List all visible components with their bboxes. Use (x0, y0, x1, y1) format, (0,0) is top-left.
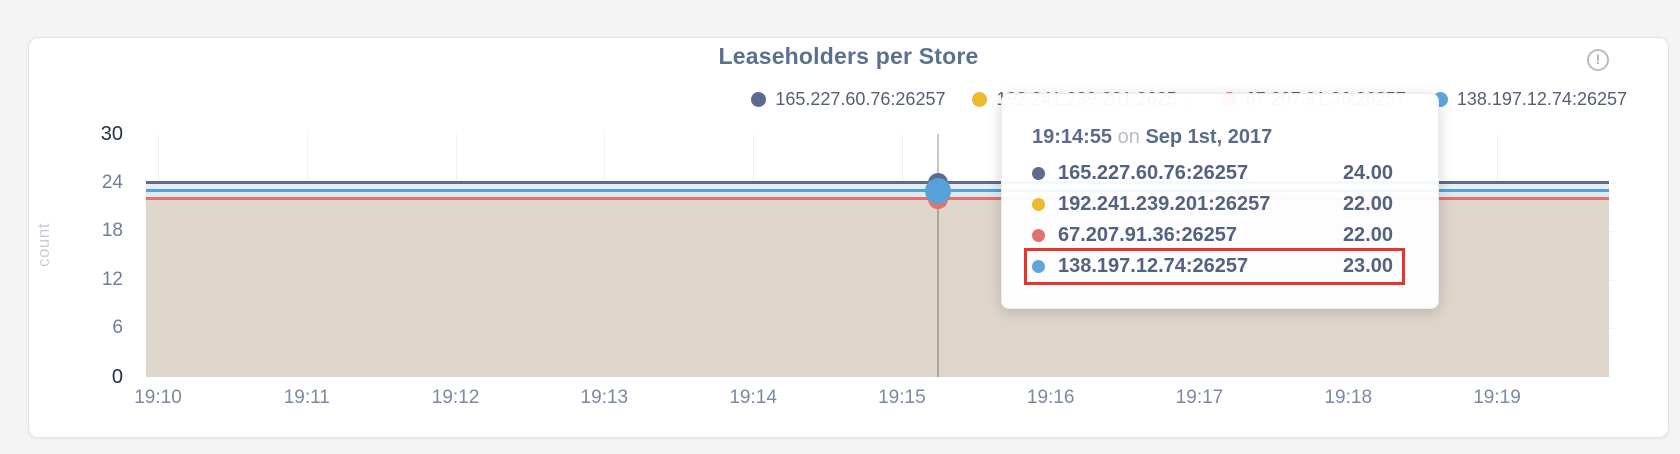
crosshair-line (936, 134, 939, 377)
x-tick-label: 19:17 (1175, 387, 1224, 408)
x-tick-label: 19:14 (729, 387, 777, 408)
legend-label: 165.227.60.76:26257 (775, 88, 946, 109)
tooltip-series-dot-icon (1032, 229, 1045, 242)
series-line (146, 197, 1609, 201)
tooltip-conjunction: on (1117, 126, 1140, 148)
x-tick-label: 19:16 (1026, 387, 1075, 408)
tooltip-series-value: 22.00 (1342, 224, 1393, 246)
x-tick-label: 19:13 (580, 387, 629, 408)
y-tick-label: 12 (101, 268, 123, 290)
tooltip-series-name: 138.197.12.74:26257 (1058, 255, 1249, 277)
x-tick-label: 19:11 (283, 387, 330, 408)
tooltip-row: 67.207.91.36:26257 22.00 (1032, 220, 1393, 251)
y-tick-label: 6 (112, 317, 123, 339)
y-tick-label: 0 (111, 366, 123, 388)
tooltip-series-name: 67.207.91.36:26257 (1058, 224, 1238, 246)
x-tick-label: 19:15 (878, 387, 926, 408)
x-tick-label: 19:10 (134, 387, 182, 408)
tooltip-row: 138.197.12.74:26257 23.00 (1032, 251, 1393, 282)
x-tick-label: 19:19 (1473, 387, 1521, 408)
chart-card: Leaseholders per Store ! 165.227.60.76:2… (28, 37, 1669, 438)
tooltip-series-dot-icon (1032, 167, 1045, 180)
legend-item[interactable]: 138.197.12.74:26257 (1432, 88, 1627, 110)
tooltip-time: 19:14:55 (1032, 126, 1113, 148)
legend-item[interactable]: 165.227.60.76:26257 (751, 89, 945, 110)
y-tick-label: 24 (101, 171, 123, 193)
tooltip-series-name: 192.241.239.201:26257 (1058, 193, 1271, 215)
tooltip-header: 19:14:55 on Sep 1st, 2017 (1032, 124, 1393, 150)
tooltip-series-name: 165.227.60.76:26257 (1058, 162, 1249, 184)
legend-series-dot-icon (751, 91, 767, 107)
legend-series-dot-icon (972, 91, 988, 107)
tooltip-row: 165.227.60.76:26257 24.00 (1032, 158, 1393, 189)
y-tick-label: 30 (100, 123, 123, 145)
tooltip-series-value: 22.00 (1342, 193, 1393, 215)
y-tick-label: 18 (101, 220, 123, 242)
tooltip-row: 192.241.239.201:26257 22.00 (1032, 189, 1393, 220)
hover-tooltip: 19:14:55 on Sep 1st, 2017 165.227.60.76:… (1001, 93, 1439, 309)
info-icon[interactable]: ! (1587, 49, 1609, 71)
tooltip-series-value: 23.00 (1342, 255, 1393, 277)
hover-point-dot (924, 177, 951, 204)
chart-title: Leaseholders per Store (718, 43, 979, 69)
tooltip-date: Sep 1st, 2017 (1145, 126, 1273, 148)
series-line (146, 189, 1609, 193)
legend-label: 138.197.12.74:26257 (1456, 88, 1627, 109)
series-line (146, 181, 1609, 185)
x-tick-label: 19:12 (431, 387, 480, 408)
tooltip-series-value: 24.00 (1342, 162, 1393, 184)
x-tick-label: 19:18 (1324, 387, 1373, 408)
tooltip-series-dot-icon (1032, 198, 1045, 211)
tooltip-series-dot-icon (1032, 260, 1045, 273)
